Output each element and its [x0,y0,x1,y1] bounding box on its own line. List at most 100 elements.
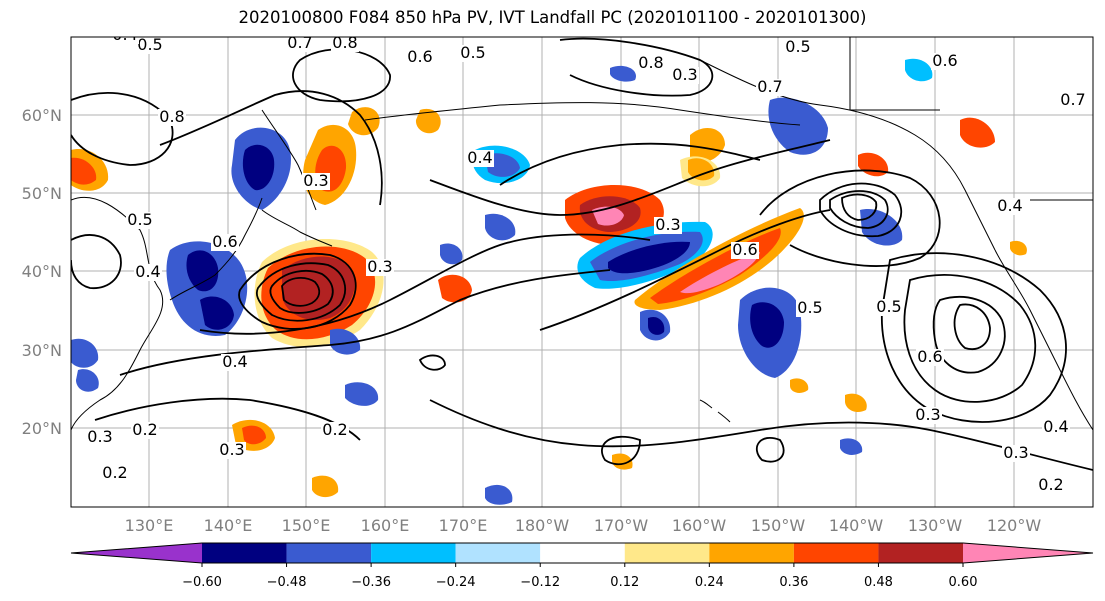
contour-label-bg [731,242,759,259]
negative-anomaly-region [71,338,99,368]
colorbar-segment [540,543,625,563]
positive-anomaly-region [690,127,725,163]
contour-label: 0.8 [332,33,357,52]
contour-label: 0.5 [137,35,162,54]
contour-label-bg [321,422,349,439]
japan-coast [169,197,263,301]
contour-label: 0.4 [1043,417,1068,436]
contour-label-bg [211,234,239,251]
longitude-label: 130°E [125,516,174,535]
contour-label-bg [1037,477,1065,494]
longitude-label: 150°E [282,516,331,535]
colorbar-tick-label: 0.36 [779,575,808,590]
contour-label: 0.6 [917,347,942,366]
negative-anomaly-region [76,369,99,392]
contour-label-bg [466,150,494,167]
contour-labels: 0.50.4 0.80.70.6 0.50.80.30.50.70.60.80.40… [86,33,1087,494]
latitude-label: 20°N [22,419,62,438]
contour-label-bg [1059,92,1087,109]
contour-label: 0.3 [672,65,697,84]
colorbar-extend-low [71,543,202,563]
colorbar-tick-label: 0.48 [864,575,893,590]
positive-anomaly-region [415,108,441,134]
contour-label: 0.4 [467,148,492,167]
contour-label: 0.5 [127,210,152,229]
colorbar-tick-label: −0.12 [520,575,560,590]
contour-label-bg [637,55,665,72]
positive-anomaly-core [71,157,97,185]
contour-label: 0.5 [797,298,822,317]
contour-label: 0.3 [1003,443,1028,462]
latitude-label: 50°N [22,184,62,203]
negative-anomaly-core [200,296,234,330]
positive-anomaly-core [242,425,266,445]
colorbar [70,542,1094,564]
contour-label: 0.7 [1060,90,1085,109]
negative-anomaly-region [1010,240,1027,256]
colorbar-segment [709,543,794,563]
negative-anomaly-region [905,58,933,82]
contour-label: 0.6 [932,51,957,70]
colorbar-segment [202,543,287,563]
negative-anomaly-core [608,241,690,274]
contour-label: 0.2 [102,463,127,482]
colorbar-segment [286,543,372,563]
contour-label-bg [756,79,784,96]
colorbar-segment [624,543,710,563]
contour-label-bg [111,37,139,44]
contour-label: 0.8 [159,107,184,126]
colorbar-segment [878,543,963,563]
contour-label-bg [931,53,959,70]
contour-label: 0.6 [407,47,432,66]
pv-contours [71,37,1093,471]
contour-label-bg [221,354,249,371]
positive-anomaly-region [960,117,995,148]
contour-label: 0.3 [219,440,244,459]
canada-border [849,37,940,111]
contour-label-bg [916,349,944,366]
contour-label: 0.3 [367,257,392,276]
contour-label-bg [654,217,682,234]
contour-label-bg [1042,419,1070,436]
negative-anomaly-region [330,328,361,355]
contour-label-bg [134,264,162,281]
contour-label: 0.3 [915,405,940,424]
longitude-label: 170°E [439,516,488,535]
contour-label: 0.7 [287,33,312,52]
contour-label: 0.3 [303,171,328,190]
contour-label-bg [406,49,434,66]
colorbar-tick-label: 0.12 [610,575,639,590]
contour-label: 0.3 [87,427,112,446]
contour-label-bg [286,37,314,52]
chart-title: 2020100800 F084 850 hPa PV, IVT Landfall… [238,8,867,27]
negative-anomaly-region [610,65,636,82]
colorbar-segment [455,543,541,563]
positive-anomaly-core [688,158,715,181]
contour-label: 0.2 [1038,475,1063,494]
longitude-label: 150°W [751,516,806,535]
contour-label: 0.6 [732,240,757,259]
positive-anomaly-region [845,393,867,413]
longitude-label: 140°E [204,516,253,535]
contour-label: 0.5 [785,37,810,56]
colorbar-segment [371,543,456,563]
colorbar-tick-label: −0.48 [267,575,307,590]
coastlines [71,37,1093,431]
longitude-label: 120°W [987,516,1042,535]
kuril-islands [261,209,333,247]
latitude-labels: 60°N 50°N 40°N 30°N 20°N [22,106,62,438]
contour-label-bg [158,109,186,126]
contour-label-bg [366,259,394,276]
latitude-label: 30°N [22,341,62,360]
positive-anomaly-region [790,378,809,393]
contour-label-bg [218,442,246,459]
negative-anomaly-region [440,243,463,265]
latitude-label: 40°N [22,262,62,281]
aleutian-chain [364,102,801,126]
contour-label: 0.6 [212,232,237,251]
contour-label: 0.7 [757,77,782,96]
contour-label-bg [331,37,359,52]
negative-anomaly-region [485,484,513,505]
contour-label-bg [1002,445,1030,462]
